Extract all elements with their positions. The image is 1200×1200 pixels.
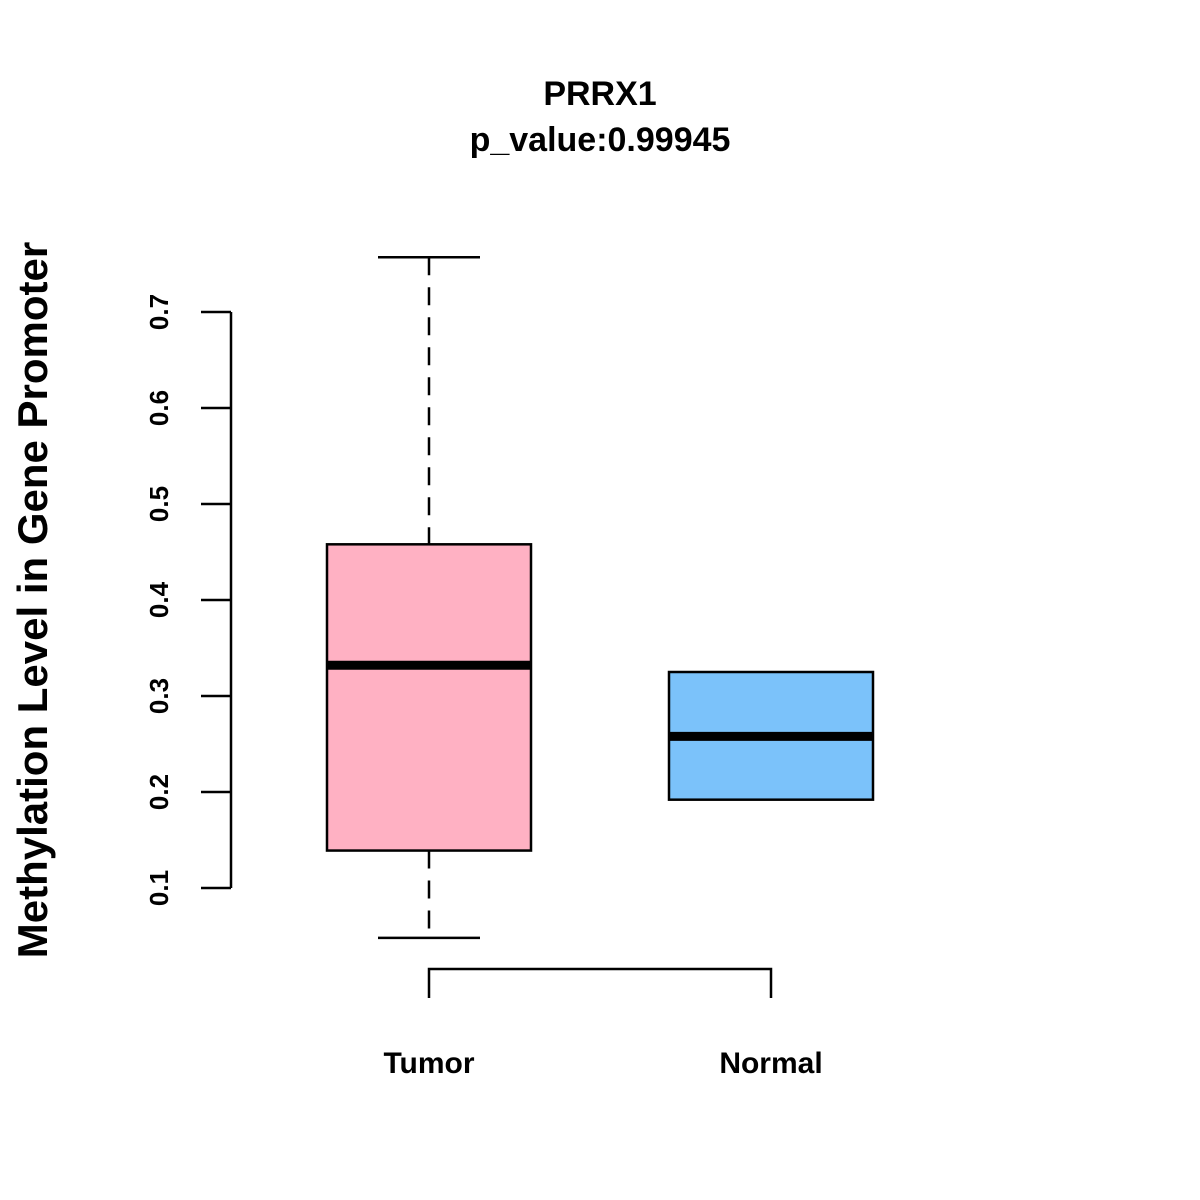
y-axis-label: Methylation Level in Gene Promoter — [9, 242, 56, 958]
box-body — [325, 543, 533, 852]
y-tick-label: 0.1 — [144, 870, 174, 906]
chart-title: PRRX1 — [543, 75, 656, 113]
y-tick-label: 0.6 — [144, 390, 174, 426]
y-tick-label: 0.4 — [144, 581, 174, 618]
box-normal — [667, 670, 875, 801]
y-tick-label: 0.5 — [144, 486, 174, 522]
bracket-line — [427, 967, 773, 998]
y-axis: 0.1 0.2 0.3 0.4 0.5 0.6 0.7 — [144, 294, 233, 906]
y-tick-label: 0.3 — [144, 678, 174, 714]
x-axis-labels: Tumor Normal — [383, 1047, 822, 1080]
box-tumor — [325, 256, 533, 940]
x-category-label-tumor: Tumor — [383, 1047, 474, 1080]
box-group — [325, 256, 875, 940]
y-tick-label: 0.2 — [144, 774, 174, 810]
x-category-label-normal: Normal — [719, 1047, 822, 1080]
chart-subtitle: p_value:0.99945 — [470, 121, 731, 159]
comparison-bracket — [427, 967, 773, 998]
y-tick-label: 0.7 — [144, 294, 174, 330]
